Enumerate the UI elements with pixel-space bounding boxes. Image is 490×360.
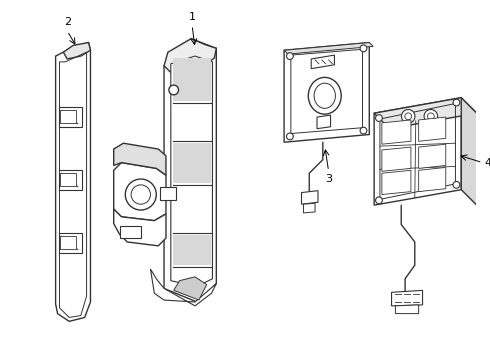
Bar [60,110,76,123]
Polygon shape [173,58,211,100]
Polygon shape [284,42,373,54]
Polygon shape [382,147,411,171]
Polygon shape [382,170,411,194]
Text: 2: 2 [64,17,71,27]
Polygon shape [58,107,82,127]
Polygon shape [150,269,216,306]
Polygon shape [301,191,318,204]
Circle shape [427,113,434,120]
Polygon shape [63,42,91,59]
Polygon shape [311,55,335,69]
Circle shape [453,99,460,106]
Circle shape [401,109,415,123]
Bar [60,236,76,249]
Polygon shape [58,170,82,190]
Polygon shape [374,98,461,205]
Text: 4: 4 [485,158,490,167]
Circle shape [287,133,294,140]
Circle shape [287,53,294,59]
Polygon shape [395,305,418,314]
Polygon shape [317,115,331,129]
Polygon shape [173,143,211,183]
Polygon shape [114,163,166,221]
Polygon shape [374,98,477,129]
Polygon shape [164,39,216,302]
Polygon shape [114,209,166,246]
Polygon shape [382,120,411,144]
Polygon shape [173,235,211,265]
Polygon shape [418,117,446,141]
Circle shape [360,45,367,52]
Circle shape [360,127,367,134]
Polygon shape [461,98,477,205]
Polygon shape [171,56,213,287]
Circle shape [424,109,438,123]
Bar [160,187,175,200]
Circle shape [375,114,382,121]
Circle shape [405,113,412,120]
Polygon shape [114,143,166,175]
Text: 1: 1 [189,12,196,22]
Ellipse shape [308,77,341,114]
Polygon shape [58,233,82,253]
Circle shape [125,179,156,210]
Bar [60,173,76,186]
Ellipse shape [314,83,335,108]
Bar [120,226,141,238]
Polygon shape [418,167,446,192]
Circle shape [169,85,178,95]
Circle shape [453,181,460,188]
Circle shape [375,197,382,204]
Circle shape [131,185,150,204]
Polygon shape [55,42,91,321]
Polygon shape [418,144,446,168]
Polygon shape [284,42,369,142]
Polygon shape [303,203,315,213]
Polygon shape [174,277,207,300]
Polygon shape [164,39,216,73]
Polygon shape [392,291,422,306]
Text: 3: 3 [325,174,332,184]
